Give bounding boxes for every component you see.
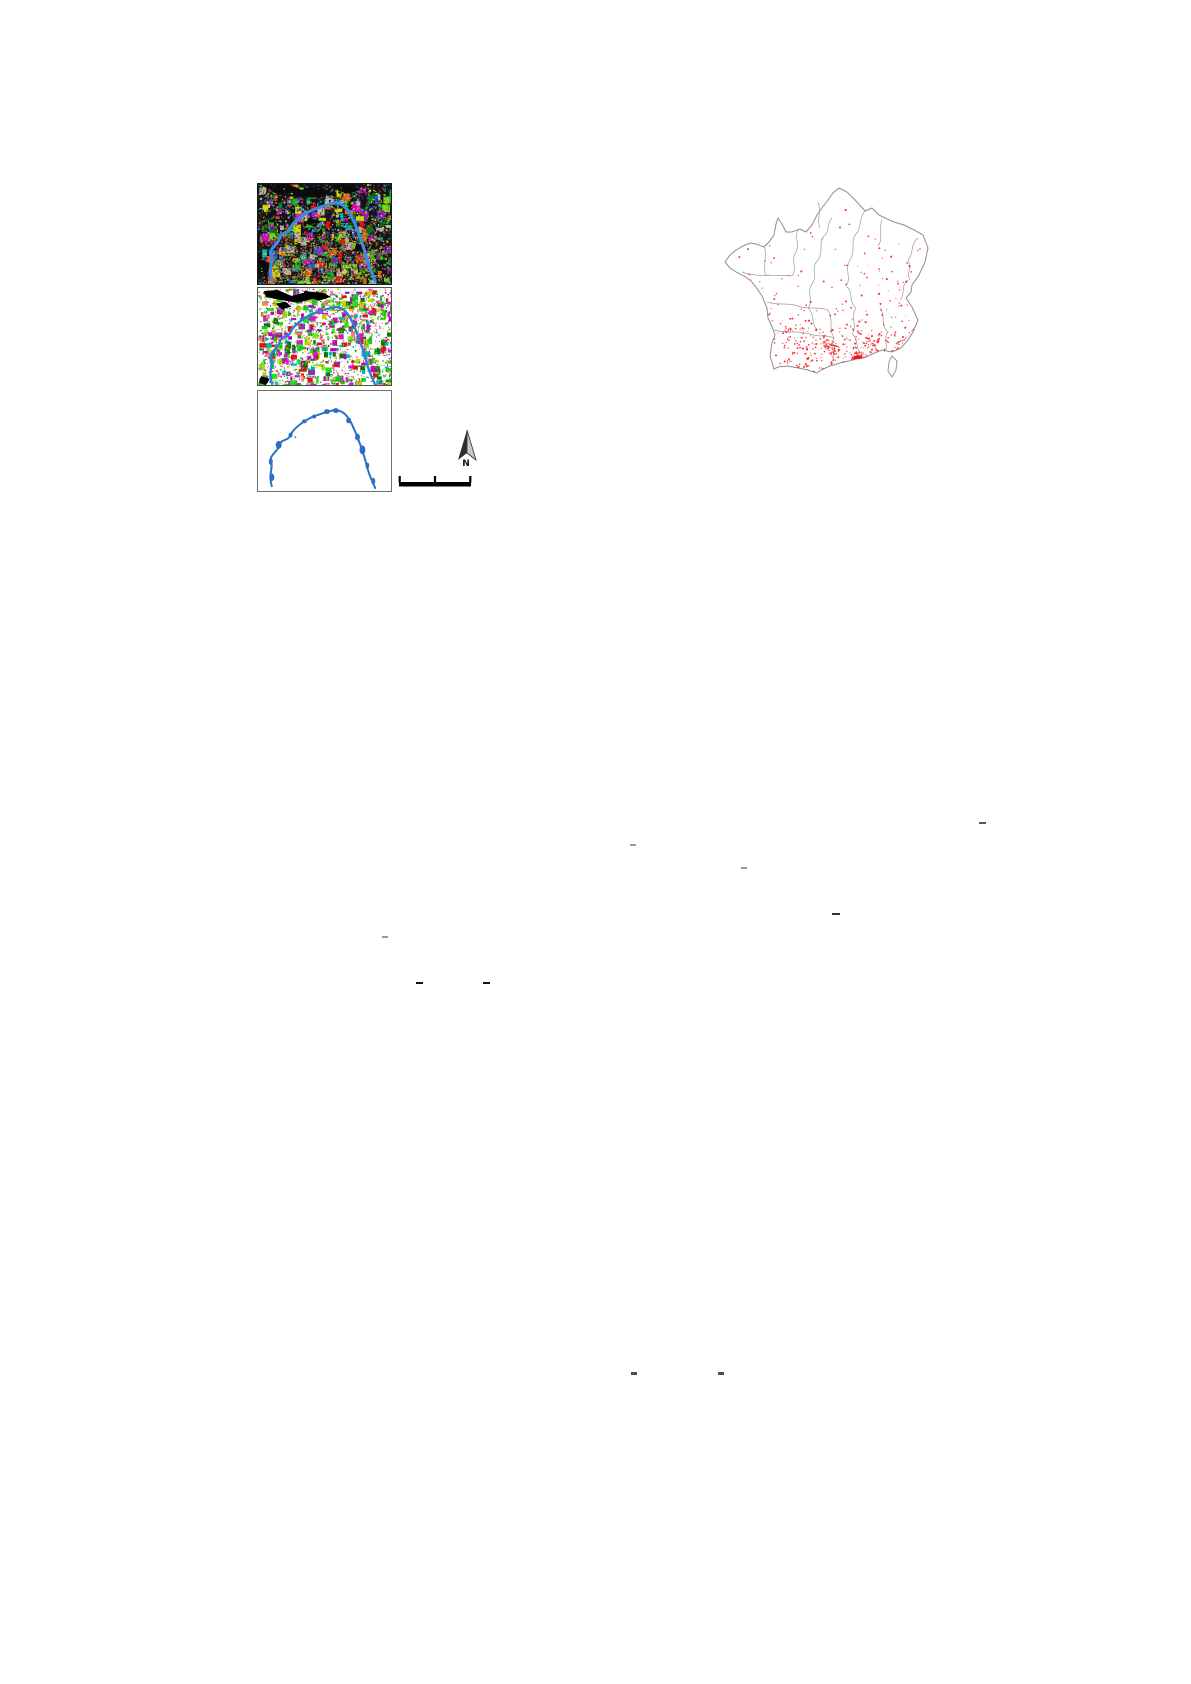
classification-map-graphic [258, 184, 391, 284]
masked-classification-graphic [258, 288, 391, 385]
panel-classified-full [257, 183, 392, 285]
stray-mark [382, 936, 388, 938]
stray-mark [718, 1372, 724, 1375]
north-arrow-left-half [458, 430, 467, 460]
river-mask-graphic [258, 391, 391, 491]
stray-mark [483, 982, 490, 984]
stray-mark [832, 913, 840, 915]
scale-bar-tick-right [469, 476, 472, 483]
scale-bar-body [399, 482, 471, 487]
france-map-graphic [724, 187, 929, 378]
north-arrow: N [458, 429, 477, 468]
stray-mark [979, 822, 986, 824]
north-label: N [462, 459, 470, 468]
scale-bar-tick-mid [433, 476, 437, 483]
france-sample-map [722, 180, 934, 385]
stray-mark [741, 867, 747, 869]
stray-mark [631, 1372, 637, 1375]
scale-bar [398, 476, 472, 487]
panel-river-mask [257, 390, 392, 492]
north-arrow-right-half [466, 429, 477, 462]
stray-mark [630, 844, 636, 846]
scale-bar-tick-left [398, 476, 401, 483]
panel-classified-masked [257, 287, 392, 386]
stray-mark [416, 982, 423, 984]
